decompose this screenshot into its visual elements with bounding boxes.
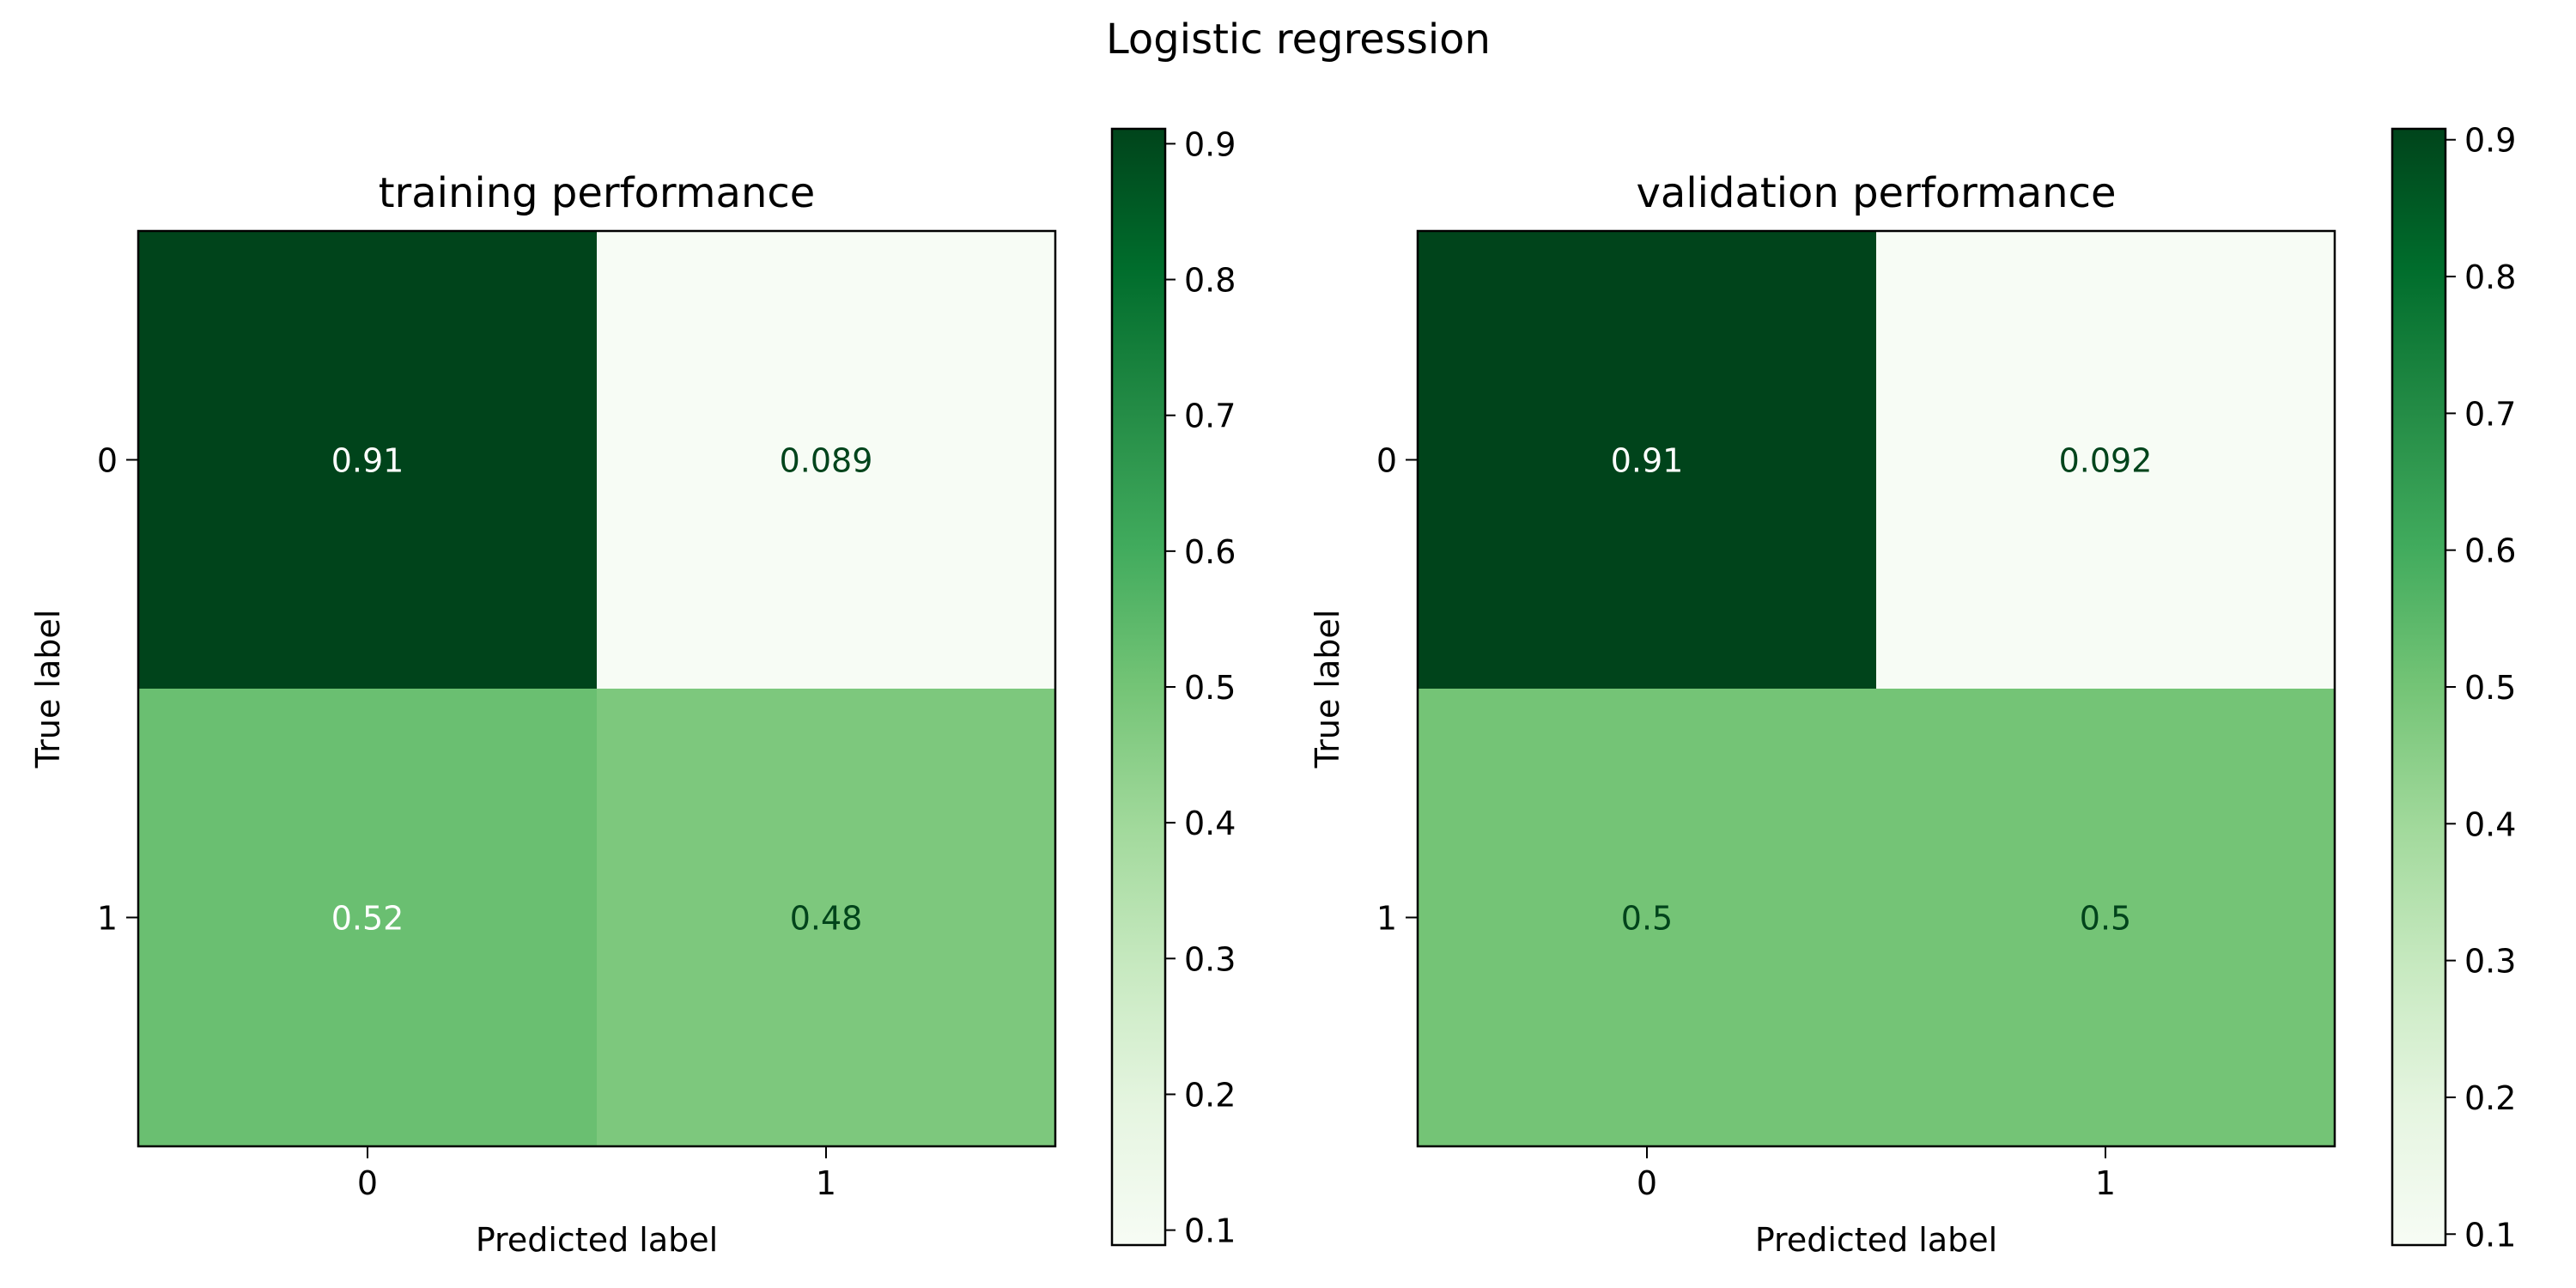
colorbar-tick-label: 0.5 — [1184, 669, 1236, 707]
y-axis-label: True label — [29, 610, 67, 769]
colorbar-tick-label: 0.8 — [1184, 262, 1236, 300]
colorbar-tick-label: 0.2 — [2464, 1079, 2516, 1117]
colorbar-tick-label: 0.4 — [2464, 805, 2516, 843]
colorbar-tick-label: 0.6 — [1184, 533, 1236, 571]
colorbar-tick-label: 0.3 — [1184, 940, 1236, 978]
matrix-cell — [597, 689, 1056, 1147]
colorbar — [2391, 127, 2447, 1247]
cell-value-label: 0.91 — [331, 442, 404, 480]
matrix-cell — [138, 231, 598, 690]
x-tick-label: 0 — [1637, 1164, 1657, 1202]
x-tick-label: 1 — [816, 1164, 836, 1202]
matrix-cell — [138, 689, 598, 1147]
y-tick-label: 0 — [1376, 442, 1397, 480]
matrix-cell — [1876, 231, 2336, 690]
figure-title: Logistic regression — [1106, 15, 1491, 64]
x-tick-label: 0 — [357, 1164, 378, 1202]
colorbar-tick-label: 0.4 — [1184, 805, 1236, 842]
y-tick-label: 1 — [1376, 900, 1397, 938]
axes-title: validation performance — [1637, 169, 2117, 217]
colorbar-tick-label: 0.1 — [2464, 1216, 2516, 1254]
x-tick-label: 1 — [2095, 1164, 2116, 1202]
cell-value-label: 0.5 — [1621, 900, 1673, 938]
colorbar-tick-label: 0.5 — [2464, 669, 2516, 707]
colorbar-tick-label: 0.9 — [1184, 125, 1236, 163]
axes-frame — [137, 229, 1057, 1148]
colorbar-tick-label: 0.1 — [1184, 1212, 1236, 1250]
cell-value-label: 0.5 — [2080, 900, 2131, 938]
training-panel: 0.91 0.089 0.52 0.48 0 1 0 1 training performanc… — [29, 125, 1236, 1259]
cell-value-label: 0.52 — [331, 900, 404, 938]
cell-value-label: 0.48 — [790, 900, 863, 938]
colorbar-tick-label: 0.7 — [2464, 395, 2516, 433]
y-tick-label: 0 — [97, 442, 118, 480]
y-axis-label: True label — [1309, 610, 1346, 769]
axes-frame — [1416, 229, 2336, 1148]
matrix-cell — [1418, 231, 1877, 690]
colorbar-tick-label: 0.9 — [2464, 122, 2516, 160]
x-axis-label: Predicted label — [476, 1221, 718, 1259]
x-axis-label: Predicted label — [1755, 1221, 1997, 1259]
colorbar-tick-label: 0.7 — [1184, 398, 1236, 435]
colorbar-tick-label: 0.8 — [2464, 258, 2516, 296]
cell-value-label: 0.91 — [1611, 442, 1684, 480]
colorbar — [1110, 127, 1167, 1247]
validation-panel: 0.91 0.092 0.5 0.5 0 1 0 1 validation performanc… — [1309, 122, 2516, 1259]
y-tick-label: 1 — [97, 900, 118, 938]
matrix-cell — [1418, 689, 1877, 1147]
colorbar-tick-label: 0.3 — [2464, 943, 2516, 981]
cell-value-label: 0.092 — [2059, 442, 2153, 480]
axes-title: training performance — [379, 169, 816, 217]
matrix-cell — [597, 231, 1056, 690]
cell-value-label: 0.089 — [780, 442, 873, 480]
colorbar-tick-label: 0.6 — [2464, 532, 2516, 570]
matrix-cell — [1876, 689, 2336, 1147]
colorbar-tick-label: 0.2 — [1184, 1076, 1236, 1114]
